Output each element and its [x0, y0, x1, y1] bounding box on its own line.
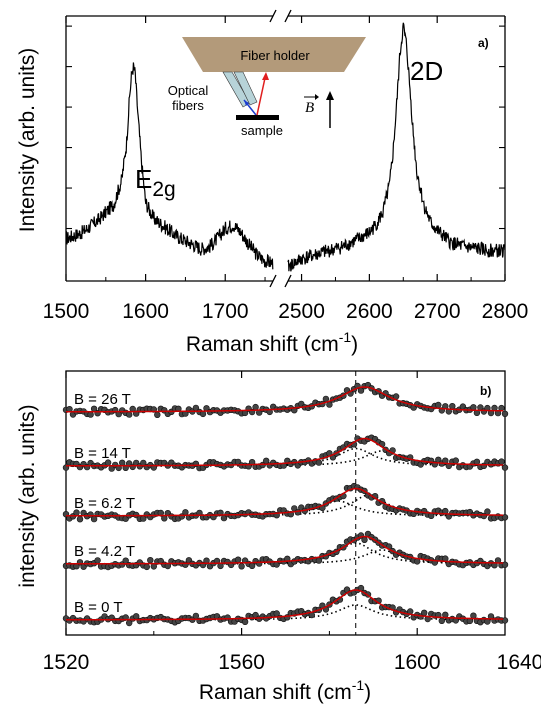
- panel-a-xtick-label: 2600: [346, 300, 393, 323]
- axis-break-bottom: [269, 274, 292, 288]
- panel-a: Intensity (arb. units) 1500 1600 1700 2500 2…: [16, 9, 529, 356]
- sample-slab: [236, 115, 279, 120]
- data-point: [147, 556, 154, 564]
- data-point: [143, 563, 151, 571]
- trace-1: B = 14 T: [62, 434, 509, 472]
- data-point: [192, 612, 200, 620]
- data-point: [90, 515, 98, 523]
- trace-4: B = 0 T: [62, 584, 509, 627]
- panel-b-tag: b): [480, 384, 491, 398]
- panel-b-xtick-label: 1640: [497, 651, 541, 674]
- field-label: B = 4.2 T: [74, 543, 135, 560]
- panel-a-tick-labels: 1500 1600 1700 2500 2600 2700 2800: [43, 300, 529, 323]
- field-b-label: B: [305, 100, 314, 116]
- optical-fibers-label-2: fibers: [172, 98, 204, 113]
- panel-b-ticks: [65, 371, 506, 635]
- panel-a-xtick-label: 2500: [278, 300, 325, 323]
- data-point: [234, 556, 242, 563]
- fit-curve: [66, 487, 504, 517]
- data-point: [361, 536, 368, 543]
- panel-a-ylabel: Intensity (arb. units): [16, 48, 39, 232]
- data-point: [501, 561, 509, 568]
- sample-label: sample: [241, 123, 283, 138]
- peak-label-2d: 2D: [410, 56, 443, 86]
- axis-break-top: [269, 9, 292, 23]
- data-point: [161, 515, 168, 522]
- field-label: B = 26 T: [74, 391, 131, 408]
- spectrum-trace-left: [65, 62, 274, 270]
- data-point: [435, 401, 442, 409]
- data-point: [238, 563, 245, 570]
- field-label: B = 0 T: [74, 599, 123, 616]
- data-point: [252, 403, 259, 411]
- panel-b-xtick-label: 1560: [218, 651, 265, 674]
- panel-a-xlabel: Raman shift (cm-1): [186, 329, 358, 356]
- scattered-beam: [256, 77, 266, 116]
- data-point: [315, 459, 323, 466]
- data-point: [470, 404, 477, 411]
- panel-b-traces: B = 26 T B = 14 T B = 6.2 T B = 4.2 T B = 0 …: [62, 381, 509, 627]
- field-label: B = 6.2 T: [74, 495, 135, 512]
- panel-b-xtick-label: 1520: [43, 651, 90, 674]
- panel-b-tick-labels: 1520 1560 1600 1640: [43, 651, 541, 674]
- spectrum-trace-right: [287, 22, 506, 272]
- panel-a-xtick-label: 1700: [202, 300, 249, 323]
- fit-curve: [66, 589, 504, 621]
- data-point: [182, 509, 189, 516]
- data-point: [470, 612, 477, 619]
- setup-inset: Fiber holder sample Optical fibers B: [168, 37, 366, 138]
- panel-b: intensity (arb. units) 1520 1560 1600 1640 …: [16, 370, 541, 704]
- fit-curve: [66, 535, 504, 565]
- trace-2: B = 6.2 T: [62, 482, 509, 523]
- data-point: [501, 514, 509, 521]
- fiber-holder-shape: [182, 37, 366, 72]
- panel-b-frame: [65, 370, 506, 636]
- trace-3: B = 4.2 T: [62, 530, 509, 571]
- fit-curve: [66, 386, 504, 413]
- panel-a-xtick-label: 2800: [482, 300, 529, 323]
- data-point: [498, 458, 505, 465]
- data-point: [501, 617, 509, 624]
- data-point: [449, 403, 456, 410]
- panel-b-ylabel: intensity (arb. units): [16, 404, 39, 587]
- data-point: [154, 411, 161, 418]
- fit-curve: [66, 437, 504, 467]
- data-point: [76, 515, 84, 523]
- data-point: [438, 617, 445, 624]
- data-point: [421, 609, 428, 616]
- data-point: [452, 457, 459, 464]
- data-point: [501, 410, 509, 417]
- panel-a-tag: a): [478, 36, 489, 50]
- panel-a-xtick-label: 1500: [43, 300, 90, 323]
- field-label: B = 14 T: [74, 445, 131, 462]
- peak-label-e2g: E2g: [135, 164, 176, 201]
- data-point: [150, 563, 158, 570]
- data-point: [501, 464, 509, 471]
- optical-fiber-2: [233, 71, 258, 106]
- optical-fibers-label-1: Optical: [168, 83, 209, 98]
- data-point: [125, 411, 133, 418]
- panel-a-xtick-label: 2700: [414, 300, 461, 323]
- data-point: [484, 508, 491, 515]
- data-point: [241, 618, 249, 625]
- panel-a-xtick-label: 1600: [122, 300, 169, 323]
- panel-b-xlabel: Raman shift (cm-1): [199, 677, 371, 704]
- data-point: [217, 562, 224, 570]
- data-point: [199, 410, 207, 418]
- fiber-holder-label: Fiber holder: [240, 48, 310, 63]
- panel-b-xtick-label: 1600: [394, 651, 441, 674]
- data-point: [87, 411, 94, 418]
- trace-0: B = 26 T: [62, 381, 509, 418]
- panel-a-ticks: [65, 16, 506, 281]
